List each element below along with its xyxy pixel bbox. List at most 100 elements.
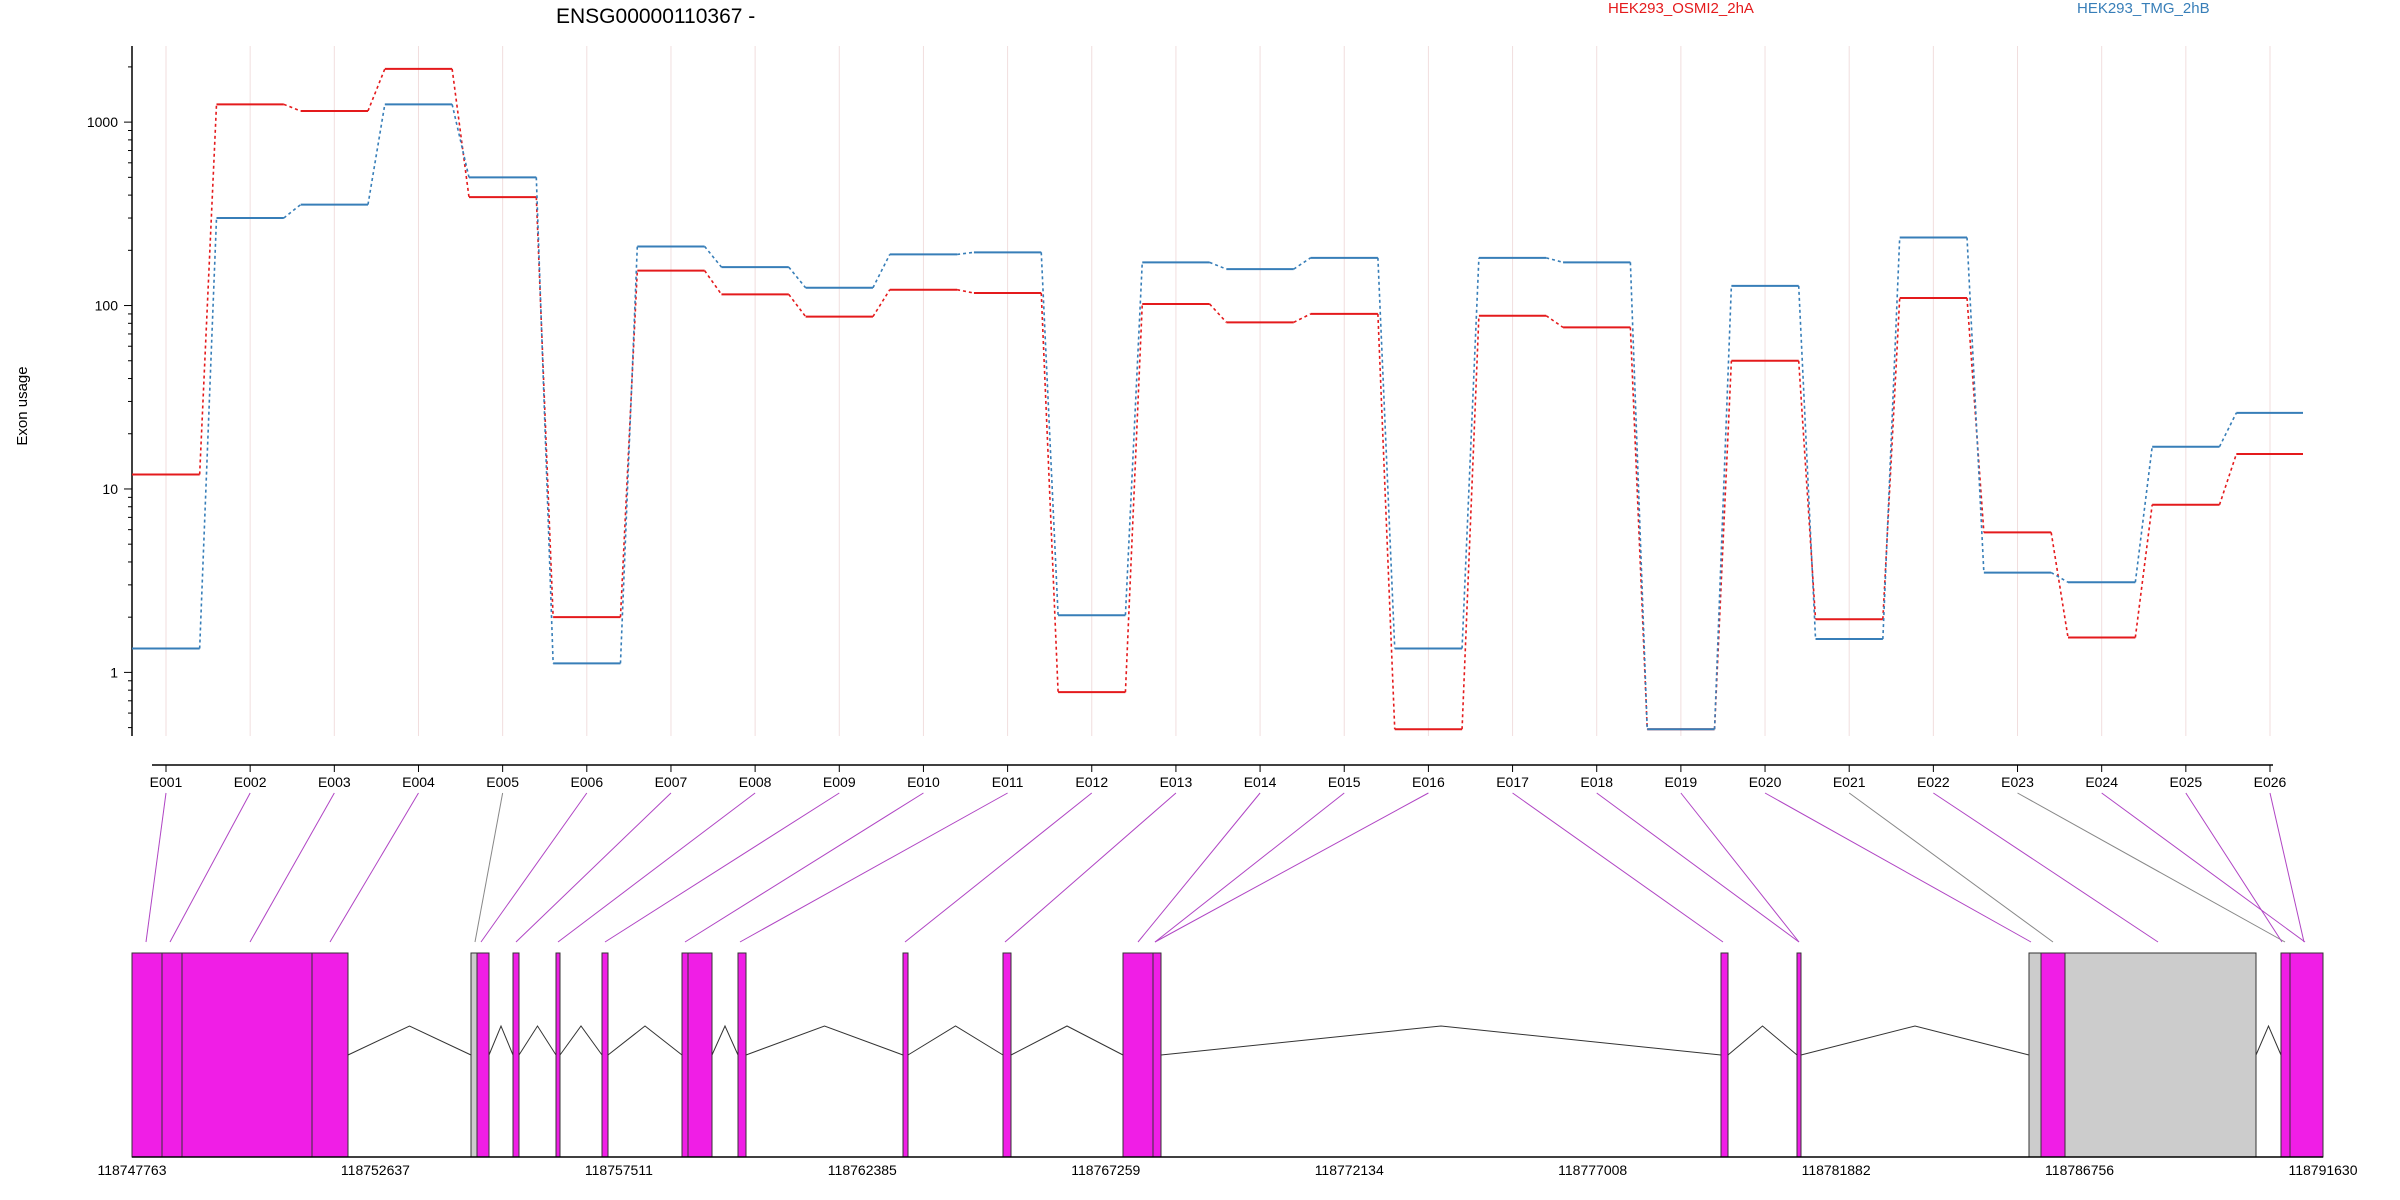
intron-line xyxy=(907,1025,1004,1056)
exon-connector xyxy=(2101,792,2306,943)
exon-connector xyxy=(145,792,167,943)
x-tick-label: E017 xyxy=(1496,774,1529,790)
x-tick-label: E009 xyxy=(823,774,856,790)
intron-line xyxy=(518,1025,557,1056)
x-tick-label: E025 xyxy=(2169,774,2202,790)
x-tick-label: E010 xyxy=(907,774,940,790)
series-connector xyxy=(957,251,975,256)
intron-line xyxy=(559,1025,603,1056)
x-tick-label: E018 xyxy=(1580,774,1613,790)
genomic-tick-label: 118757511 xyxy=(585,1162,653,1178)
y-axis-label: Exon usage xyxy=(14,366,31,445)
genomic-tick-label: 118791630 xyxy=(2288,1162,2357,1178)
series-connector xyxy=(619,246,639,664)
exon-connector xyxy=(604,792,840,943)
series-connector xyxy=(283,203,302,219)
series-connector xyxy=(1629,327,1649,730)
series-connector xyxy=(1124,303,1144,693)
genomic-axis: 118747763 118752637 118757511 118762385 1187… xyxy=(97,1156,2358,1178)
exon-block xyxy=(601,952,609,1158)
axes: 1 10 100 1000 E001 E002 E003 E004 E005 E006 E007 E0… xyxy=(87,46,2287,790)
exon-connector xyxy=(1764,792,2032,943)
x-tick-label: E024 xyxy=(2085,774,2118,790)
series-connector xyxy=(872,254,891,289)
intron-line xyxy=(711,1024,739,1056)
genomic-tick-label: 118781882 xyxy=(1802,1162,1871,1178)
exon-block xyxy=(181,952,313,1158)
genomic-tick-label: 118762385 xyxy=(828,1162,897,1178)
intron-line xyxy=(1010,1025,1124,1056)
series-connector xyxy=(2218,453,2238,506)
exon-connector xyxy=(1154,792,1345,943)
exon-block xyxy=(2028,952,2042,1158)
x-tick-label: E005 xyxy=(486,774,519,790)
exon-connector xyxy=(1154,792,1429,943)
gene-model xyxy=(131,952,2324,1158)
exon-connector xyxy=(739,792,1008,943)
exon-block xyxy=(512,952,520,1158)
genomic-tick-label: 118747763 xyxy=(97,1162,166,1178)
exon-block xyxy=(470,952,478,1158)
series-connector xyxy=(1797,360,1817,620)
series-connector xyxy=(1461,315,1480,730)
legend-entry: HEK293_OSMI2_2hA xyxy=(1608,0,1754,17)
x-tick-label: E020 xyxy=(1749,774,1782,790)
exon-connectors xyxy=(145,792,2306,943)
series-connector xyxy=(1461,257,1480,649)
x-tick-label: E006 xyxy=(570,774,603,790)
chart-title: ENSG00000110367 - xyxy=(556,5,755,28)
series-connector xyxy=(872,289,891,318)
exon-block xyxy=(2040,952,2066,1158)
series-connector xyxy=(1797,285,1817,640)
exon-connector xyxy=(2185,792,2283,943)
series-connector xyxy=(956,288,975,294)
series-connector xyxy=(1545,315,1564,329)
x-tick-label: E002 xyxy=(234,774,267,790)
exon-connector xyxy=(1596,792,1800,943)
series-connector xyxy=(2134,446,2153,583)
exon-connector xyxy=(2269,792,2305,943)
exon-block xyxy=(131,952,163,1158)
exon-block xyxy=(1122,952,1154,1158)
intron-line xyxy=(607,1025,683,1056)
genomic-tick-label: 118767259 xyxy=(1071,1162,1140,1178)
exon-connector xyxy=(169,792,251,943)
y-tick-label: 10 xyxy=(102,481,118,497)
series-connector xyxy=(788,293,807,318)
exon-connector xyxy=(557,792,756,943)
exon-block xyxy=(1002,952,1012,1158)
exon-connector xyxy=(249,792,335,943)
intron-line xyxy=(347,1025,472,1056)
exon-connector xyxy=(904,792,1093,943)
series-connector xyxy=(1124,262,1144,616)
exon-connector xyxy=(329,792,419,943)
exon-block xyxy=(2064,952,2257,1158)
genomic-tick-label: 118752637 xyxy=(341,1162,410,1178)
x-tick-label: E015 xyxy=(1328,774,1361,790)
series-connector xyxy=(2050,532,2069,638)
exon-block xyxy=(555,952,561,1158)
exon-connector xyxy=(1848,792,2054,943)
series-connector xyxy=(451,104,470,178)
intron-line xyxy=(1800,1025,2030,1056)
x-tick-label: E022 xyxy=(1917,774,1950,790)
x-tick-label: E016 xyxy=(1412,774,1445,790)
exon-connector xyxy=(1004,792,1177,943)
exon-connector xyxy=(1680,792,1800,943)
exon-block xyxy=(2280,952,2291,1158)
exon-block xyxy=(687,952,713,1158)
x-tick-label: E023 xyxy=(2001,774,2034,790)
intron-line xyxy=(2255,1024,2282,1056)
exon-connector xyxy=(1933,792,2159,943)
gridlines xyxy=(165,46,2271,736)
series-connector xyxy=(2218,412,2238,448)
exon-connector xyxy=(2017,792,2286,943)
series-connector xyxy=(1293,313,1311,324)
exon-connector xyxy=(1512,792,1724,943)
exon-block xyxy=(311,952,349,1158)
exon-block xyxy=(161,952,183,1158)
series-connector xyxy=(1546,257,1564,264)
exon-connector xyxy=(474,792,504,943)
series-connector xyxy=(619,270,639,618)
